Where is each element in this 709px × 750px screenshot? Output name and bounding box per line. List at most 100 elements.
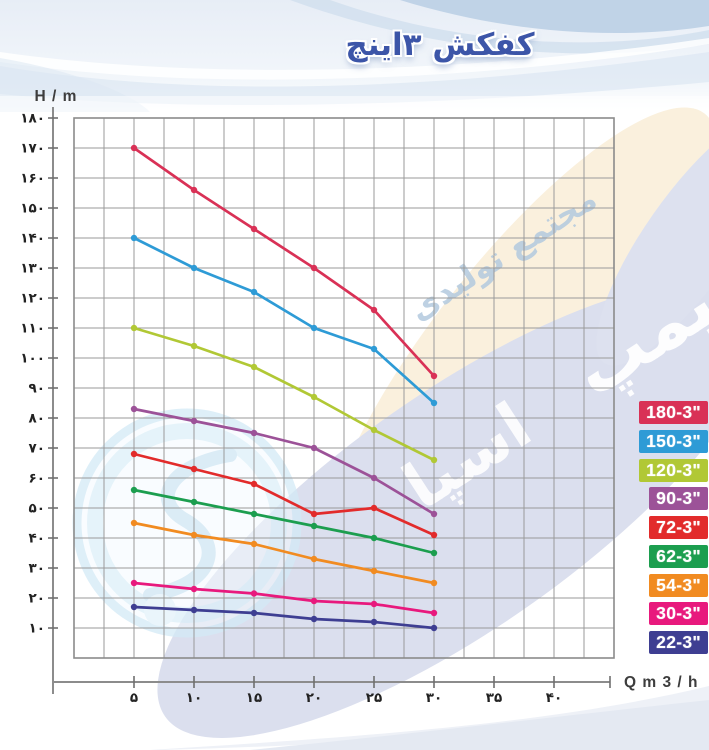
data-point [370, 618, 378, 626]
y-tick-label: ۱۳۰ [20, 261, 45, 277]
data-point [370, 504, 378, 512]
y-tick-label: ۱۷۰ [20, 141, 45, 157]
data-point [370, 426, 378, 434]
page-title: کفکش ۳اینچ [345, 27, 535, 63]
x-axis: ۵ ۱۰ ۱۵ ۲۰ ۲۵ ۳۰ ۳۵ ۴۰ Q m 3 / h [53, 674, 698, 706]
data-point [130, 603, 138, 611]
grid-lines [73, 117, 615, 659]
curve-72-3" [130, 450, 438, 539]
data-point [130, 486, 138, 494]
data-point [190, 606, 198, 614]
data-point [310, 444, 318, 452]
y-tick-label: ۲۰ [29, 591, 45, 607]
legend-item-8: 30-3" [649, 602, 708, 626]
data-point [130, 450, 138, 458]
y-axis: ۱۸۰ ۱۷۰ ۱۶۰ ۱۵۰ ۱۴۰ ۱۳۰ ۱۲۰ ۱۱۰ ۱۰۰ ۹۰ ۸۰ ۷۰ ۶۰ ۵۰ ۴۰ ۳… [20, 88, 78, 694]
y-tick-label: ۱۰۰ [20, 351, 45, 367]
data-point [130, 405, 138, 413]
y-tick-label: ۱۸۰ [20, 111, 45, 127]
y-tick-label: ۱۱۰ [20, 321, 45, 337]
data-point [430, 456, 438, 464]
y-tick-label: ۱۲۰ [20, 291, 45, 307]
y-tick-label: ۹۰ [29, 381, 45, 397]
legend-item-9: 22-3" [649, 631, 708, 654]
x-tick-label: ۱۰ [186, 690, 202, 706]
data-point [250, 609, 258, 617]
data-point [370, 567, 378, 575]
lavender-swoosh [157, 282, 709, 738]
y-axis-label: H / m [35, 88, 78, 105]
legend-item-5: 72-3" [649, 516, 708, 539]
data-point [310, 522, 318, 530]
data-point [370, 534, 378, 542]
data-point [190, 465, 198, 473]
data-point [190, 342, 198, 350]
data-point [310, 393, 318, 401]
data-point [250, 288, 258, 296]
x-tick-label: ۲۰ [306, 690, 322, 706]
curve-120-3" [130, 324, 438, 464]
data-point [430, 609, 438, 617]
data-point [190, 585, 198, 593]
data-point [310, 510, 318, 518]
data-point [250, 480, 258, 488]
data-point [310, 615, 318, 623]
data-point [250, 225, 258, 233]
data-point [310, 264, 318, 272]
data-point [250, 429, 258, 437]
data-point [310, 597, 318, 605]
data-point [370, 306, 378, 314]
legend-item-2: 150-3" [639, 429, 708, 453]
legend-item-7: 54-3" [649, 573, 708, 597]
data-point [430, 549, 438, 557]
x-tick-label: ۵ [130, 690, 138, 706]
data-point [190, 186, 198, 194]
data-point [430, 399, 438, 407]
data-point [430, 579, 438, 587]
data-point [370, 474, 378, 482]
data-point [130, 324, 138, 332]
y-tick-label: ۷۰ [29, 441, 45, 457]
curve-30-3" [130, 579, 438, 617]
data-point [130, 519, 138, 527]
data-point [430, 624, 438, 632]
data-point [370, 600, 378, 608]
y-tick-label: ۱۰ [29, 621, 45, 637]
data-point [250, 363, 258, 371]
data-point [370, 345, 378, 353]
x-axis-label: Q m 3 / h [624, 674, 698, 691]
curve-54-3" [130, 519, 438, 587]
top-wave-band [0, 0, 709, 116]
data-point [250, 510, 258, 518]
x-tick-label: ۳۰ [426, 690, 442, 706]
curve-90-3" [130, 405, 438, 518]
data-point [190, 417, 198, 425]
data-point [130, 579, 138, 587]
legend-item-4: 90-3" [649, 487, 708, 511]
data-point [310, 324, 318, 332]
y-tick-label: ۵۰ [29, 501, 45, 517]
plot-border [73, 117, 615, 659]
data-point [250, 590, 258, 597]
legend-item-3: 120-3" [639, 458, 708, 482]
data-point [430, 372, 438, 380]
curve-62-3" [130, 486, 438, 557]
data-point [190, 531, 198, 539]
y-tick-label: ۱۵۰ [20, 201, 45, 217]
data-point [130, 144, 138, 152]
data-point [310, 555, 318, 563]
y-tick-label: ۴۰ [29, 531, 45, 547]
curve-22-3" [130, 603, 438, 632]
data-point [190, 264, 198, 272]
bottom-wave-band [150, 686, 709, 750]
y-tick-label: ۶۰ [29, 471, 45, 487]
legend-item-6: 62-3" [649, 544, 708, 568]
x-tick-label: ۳۵ [486, 690, 502, 706]
data-point [430, 510, 438, 518]
curve-150-3" [130, 234, 438, 407]
legend: 180-3" 150-3" 120-3" 90-3" 72-3" 62-3" 54-3" 30… [622, 401, 708, 654]
